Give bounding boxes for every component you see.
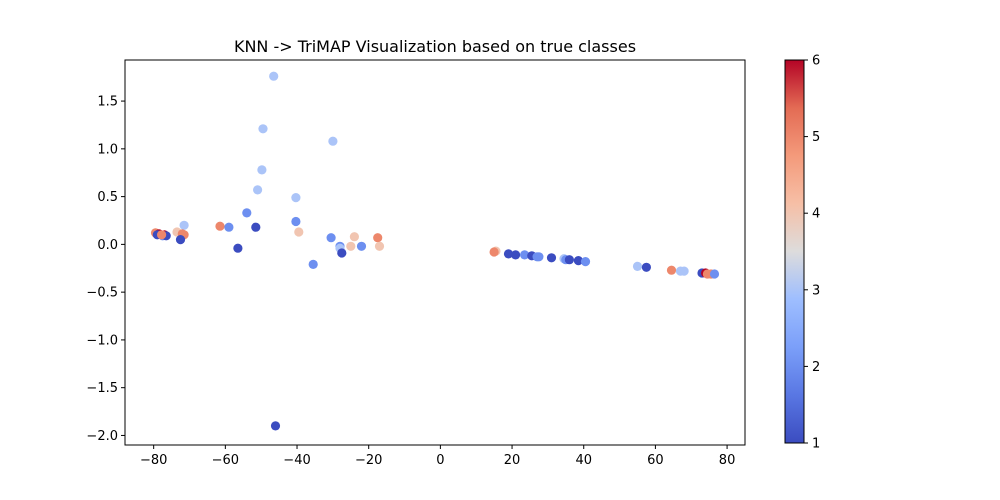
- data-point: [253, 185, 263, 195]
- data-point: [373, 233, 383, 243]
- x-tick-label: 0: [436, 453, 444, 468]
- y-tick-label: 0.0: [97, 238, 118, 253]
- data-point: [258, 124, 268, 134]
- colorbar-tick-label: 1: [812, 437, 820, 452]
- chart-title: KNN -> TriMAP Visualization based on tru…: [234, 37, 636, 56]
- data-point: [224, 222, 234, 232]
- colorbar-tick-label: 2: [812, 360, 820, 375]
- data-point: [709, 269, 720, 279]
- x-tick-label: −60: [212, 453, 239, 468]
- data-point: [337, 248, 347, 258]
- data-point: [308, 259, 318, 269]
- data-point: [641, 262, 652, 272]
- data-point: [573, 256, 584, 266]
- data-point: [326, 233, 336, 243]
- data-point: [175, 235, 186, 245]
- y-tick-label: 1.5: [97, 95, 118, 110]
- points-layer: [150, 71, 720, 431]
- data-point: [666, 265, 677, 275]
- colorbar-axis: 1 2 3 4 5 6: [804, 54, 820, 452]
- x-tick-label: 40: [575, 453, 592, 468]
- data-point: [534, 252, 544, 262]
- data-point: [291, 193, 301, 203]
- y-tick-label: −0.5: [86, 286, 118, 301]
- x-tick-label: 60: [647, 453, 664, 468]
- data-point: [346, 241, 356, 251]
- data-point: [546, 253, 557, 263]
- data-point: [564, 255, 575, 265]
- y-tick-label: 1.0: [97, 142, 118, 157]
- data-point: [503, 249, 514, 259]
- y-tick-label: −1.0: [86, 333, 118, 348]
- data-point: [233, 243, 243, 253]
- data-point: [215, 221, 225, 231]
- data-point: [510, 250, 521, 260]
- data-point: [179, 220, 189, 230]
- data-point: [294, 227, 304, 237]
- x-axis: −80 −60 −40 −20 0 20 40 60 80: [140, 445, 735, 468]
- data-point: [251, 222, 261, 232]
- data-point: [157, 230, 167, 240]
- colorbar-tick-label: 5: [812, 130, 820, 145]
- data-point: [269, 71, 279, 81]
- colorbar: [784, 59, 805, 444]
- x-tick-label: 80: [719, 453, 736, 468]
- plot-frame: [124, 59, 746, 446]
- data-point: [520, 250, 530, 260]
- x-tick-label: 20: [504, 453, 521, 468]
- colorbar-tick-label: 4: [812, 207, 820, 222]
- x-tick-label: −80: [140, 453, 167, 468]
- data-point: [242, 208, 252, 218]
- data-point: [270, 421, 281, 431]
- x-tick-label: −40: [283, 453, 310, 468]
- data-point: [328, 136, 338, 146]
- data-point: [374, 241, 385, 251]
- y-tick-label: 0.5: [97, 190, 118, 205]
- data-point: [679, 266, 689, 276]
- y-tick-label: −2.0: [86, 429, 118, 444]
- data-point: [489, 247, 499, 257]
- data-point: [291, 216, 301, 227]
- data-point: [349, 232, 359, 242]
- data-point: [632, 261, 643, 271]
- data-point: [580, 257, 591, 267]
- x-tick-label: −20: [355, 453, 382, 468]
- colorbar-tick-label: 6: [812, 54, 820, 69]
- data-point: [257, 165, 267, 175]
- y-tick-label: −1.5: [86, 381, 118, 396]
- y-axis: −2.0 −1.5 −1.0 −0.5 0.0 0.5 1.0 1.5: [86, 95, 125, 444]
- colorbar-tick-label: 3: [812, 283, 820, 298]
- data-point: [356, 241, 367, 251]
